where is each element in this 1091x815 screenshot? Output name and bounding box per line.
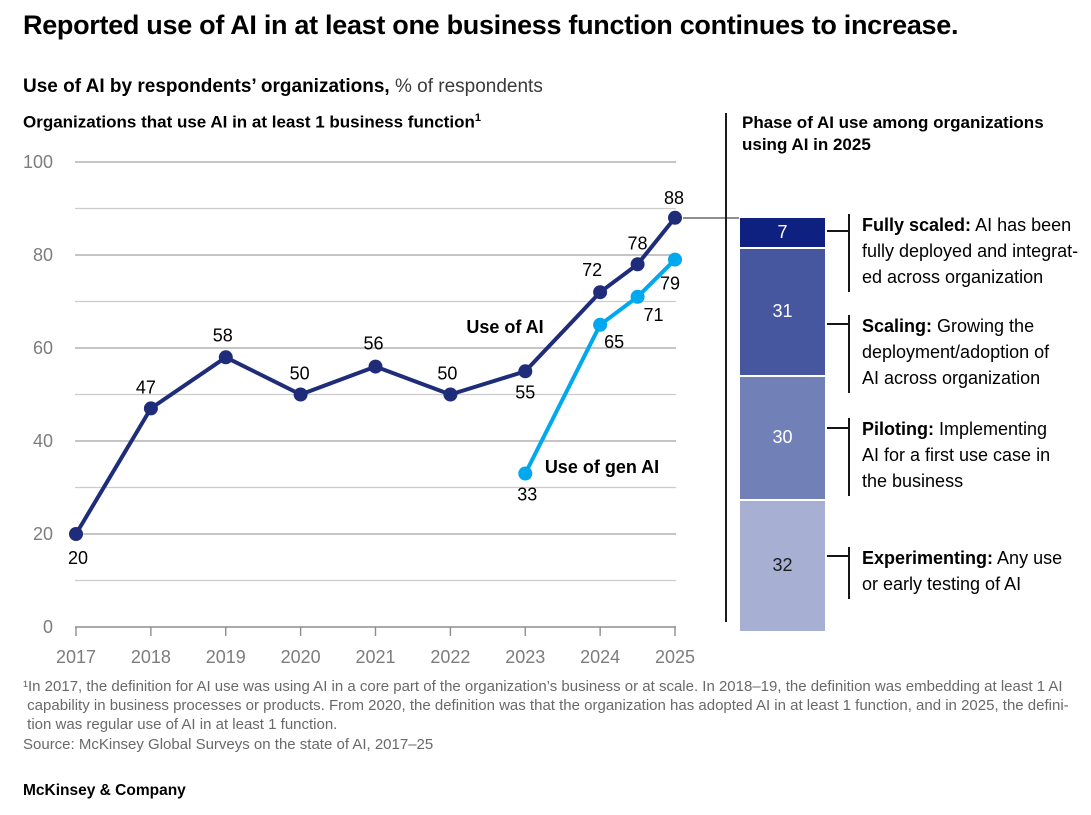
bar-segment-value: 32 [772, 555, 793, 576]
data-point [668, 252, 682, 267]
phase-lead: Scaling: [862, 316, 933, 336]
phase-description: Implementing AI for a first use case in … [862, 419, 1051, 491]
series-annotation-use-of-gen-ai: Use of gen AI [545, 457, 659, 477]
phase-label-scaling: Scaling: Growing the deployment/adoption… [862, 313, 1091, 391]
x-tick-label: 2022 [430, 647, 470, 667]
y-tick-label: 80 [33, 245, 53, 265]
bar-segment-value: 30 [772, 427, 793, 448]
data-label: 20 [68, 548, 88, 568]
data-label: 33 [517, 485, 537, 505]
data-label: 50 [290, 364, 310, 384]
y-tick-label: 20 [33, 524, 53, 544]
phase-lead: Experimenting: [862, 548, 994, 568]
callout-connector-line [827, 323, 848, 325]
series-line-use-of-gen-ai [523, 258, 677, 475]
x-tick-label: 2024 [580, 647, 620, 667]
data-point [630, 257, 645, 272]
data-label: 79 [660, 274, 680, 294]
x-tick-label: 2021 [355, 647, 395, 667]
callout-connector-line [827, 230, 848, 232]
subtitle-bold: Use of AI by respondents’ organizations, [23, 76, 390, 97]
x-tick-label: 2020 [281, 647, 321, 667]
callout-bracket [848, 418, 850, 496]
callout-bracket [848, 547, 850, 599]
bar-segment-value: 31 [772, 301, 793, 322]
data-label: 58 [213, 325, 233, 345]
data-point [518, 466, 533, 481]
callout-bracket [848, 214, 850, 292]
footnote: ¹In 2017, the definition for AI use was … [23, 678, 1069, 733]
source-line: Source: McKinsey Global Surveys on the s… [23, 736, 434, 753]
bar-segment-experimenting: 32 [740, 498, 825, 631]
data-point [518, 364, 533, 379]
data-label: 88 [664, 188, 684, 208]
bar-segment-piloting: 30 [740, 374, 825, 499]
subtitle-unit: % of respondents [394, 76, 543, 97]
data-label: 50 [437, 364, 457, 384]
data-point [69, 527, 83, 541]
y-tick-label: 0 [43, 617, 53, 637]
stacked-bar: 7 31 30 32 [740, 218, 825, 631]
footnote-marker: 1 [474, 112, 481, 124]
footer-brand: McKinsey & Company [23, 782, 186, 799]
data-point [668, 210, 682, 225]
chart-subtitle: Use of AI by respondents’ organizations,… [23, 76, 543, 98]
callout-connector-line [827, 427, 848, 429]
page-title: Reported use of AI in at least one busin… [23, 10, 959, 40]
y-tick-label: 40 [33, 431, 53, 451]
callout-connector-line [827, 555, 848, 557]
data-label: 71 [644, 305, 664, 325]
data-label: 47 [136, 377, 156, 397]
x-tick-label: 2017 [56, 647, 96, 667]
callout-bracket [848, 315, 850, 393]
phase-label-fully-scaled: Fully scaled: AI has been fully deployed… [862, 212, 1091, 290]
bar-chart-heading: Phase of AI use among organizations usin… [742, 113, 1044, 154]
data-point [143, 401, 158, 416]
data-point [593, 285, 608, 300]
data-label: 65 [604, 332, 624, 352]
y-tick-label: 60 [33, 338, 53, 358]
data-label: 78 [628, 233, 648, 253]
data-point [443, 387, 458, 402]
y-tick-label: 100 [23, 152, 53, 172]
series-line-use-of-ai [74, 216, 677, 536]
data-point [593, 317, 608, 332]
data-label: 56 [363, 334, 383, 354]
phase-description: AI has been fully deployed and integrat-… [862, 215, 1079, 287]
bar-segment-value: 7 [777, 221, 788, 242]
bar-segment-scaling: 31 [740, 246, 825, 375]
phase-label-experimenting: Experimenting: Any use or early testing … [862, 545, 1091, 597]
data-label: 72 [582, 260, 602, 280]
phase-description: Growing the deployment/adoption of AI ac… [862, 316, 1050, 388]
phase-label-piloting: Piloting: Implementing AI for a first us… [862, 416, 1091, 494]
x-tick-label: 2025 [655, 647, 695, 667]
data-point [368, 359, 383, 374]
phase-description: Any use or early testing of AI [862, 548, 1063, 594]
phase-lead: Piloting: [862, 419, 934, 439]
x-tick-label: 2018 [131, 647, 171, 667]
x-tick-label: 2023 [505, 647, 545, 667]
data-point [293, 387, 308, 402]
line-chart-heading: Organizations that use AI in at least 1 … [23, 112, 481, 133]
line-chart: 2017 2018 2019 2020 2021 2022 2023 2024 2025 0 20 4… [23, 152, 739, 667]
bar-segment-fully-scaled: 7 [740, 218, 825, 247]
panel-divider [725, 113, 727, 622]
series-annotation-use-of-ai: Use of AI [466, 317, 543, 337]
line-chart-heading-text: Organizations that use AI in at least 1 … [23, 112, 475, 132]
data-point [218, 350, 233, 365]
data-point [630, 289, 645, 304]
data-label: 55 [515, 382, 535, 402]
x-tick-label: 2019 [206, 647, 246, 667]
phase-lead: Fully scaled: [862, 215, 972, 235]
